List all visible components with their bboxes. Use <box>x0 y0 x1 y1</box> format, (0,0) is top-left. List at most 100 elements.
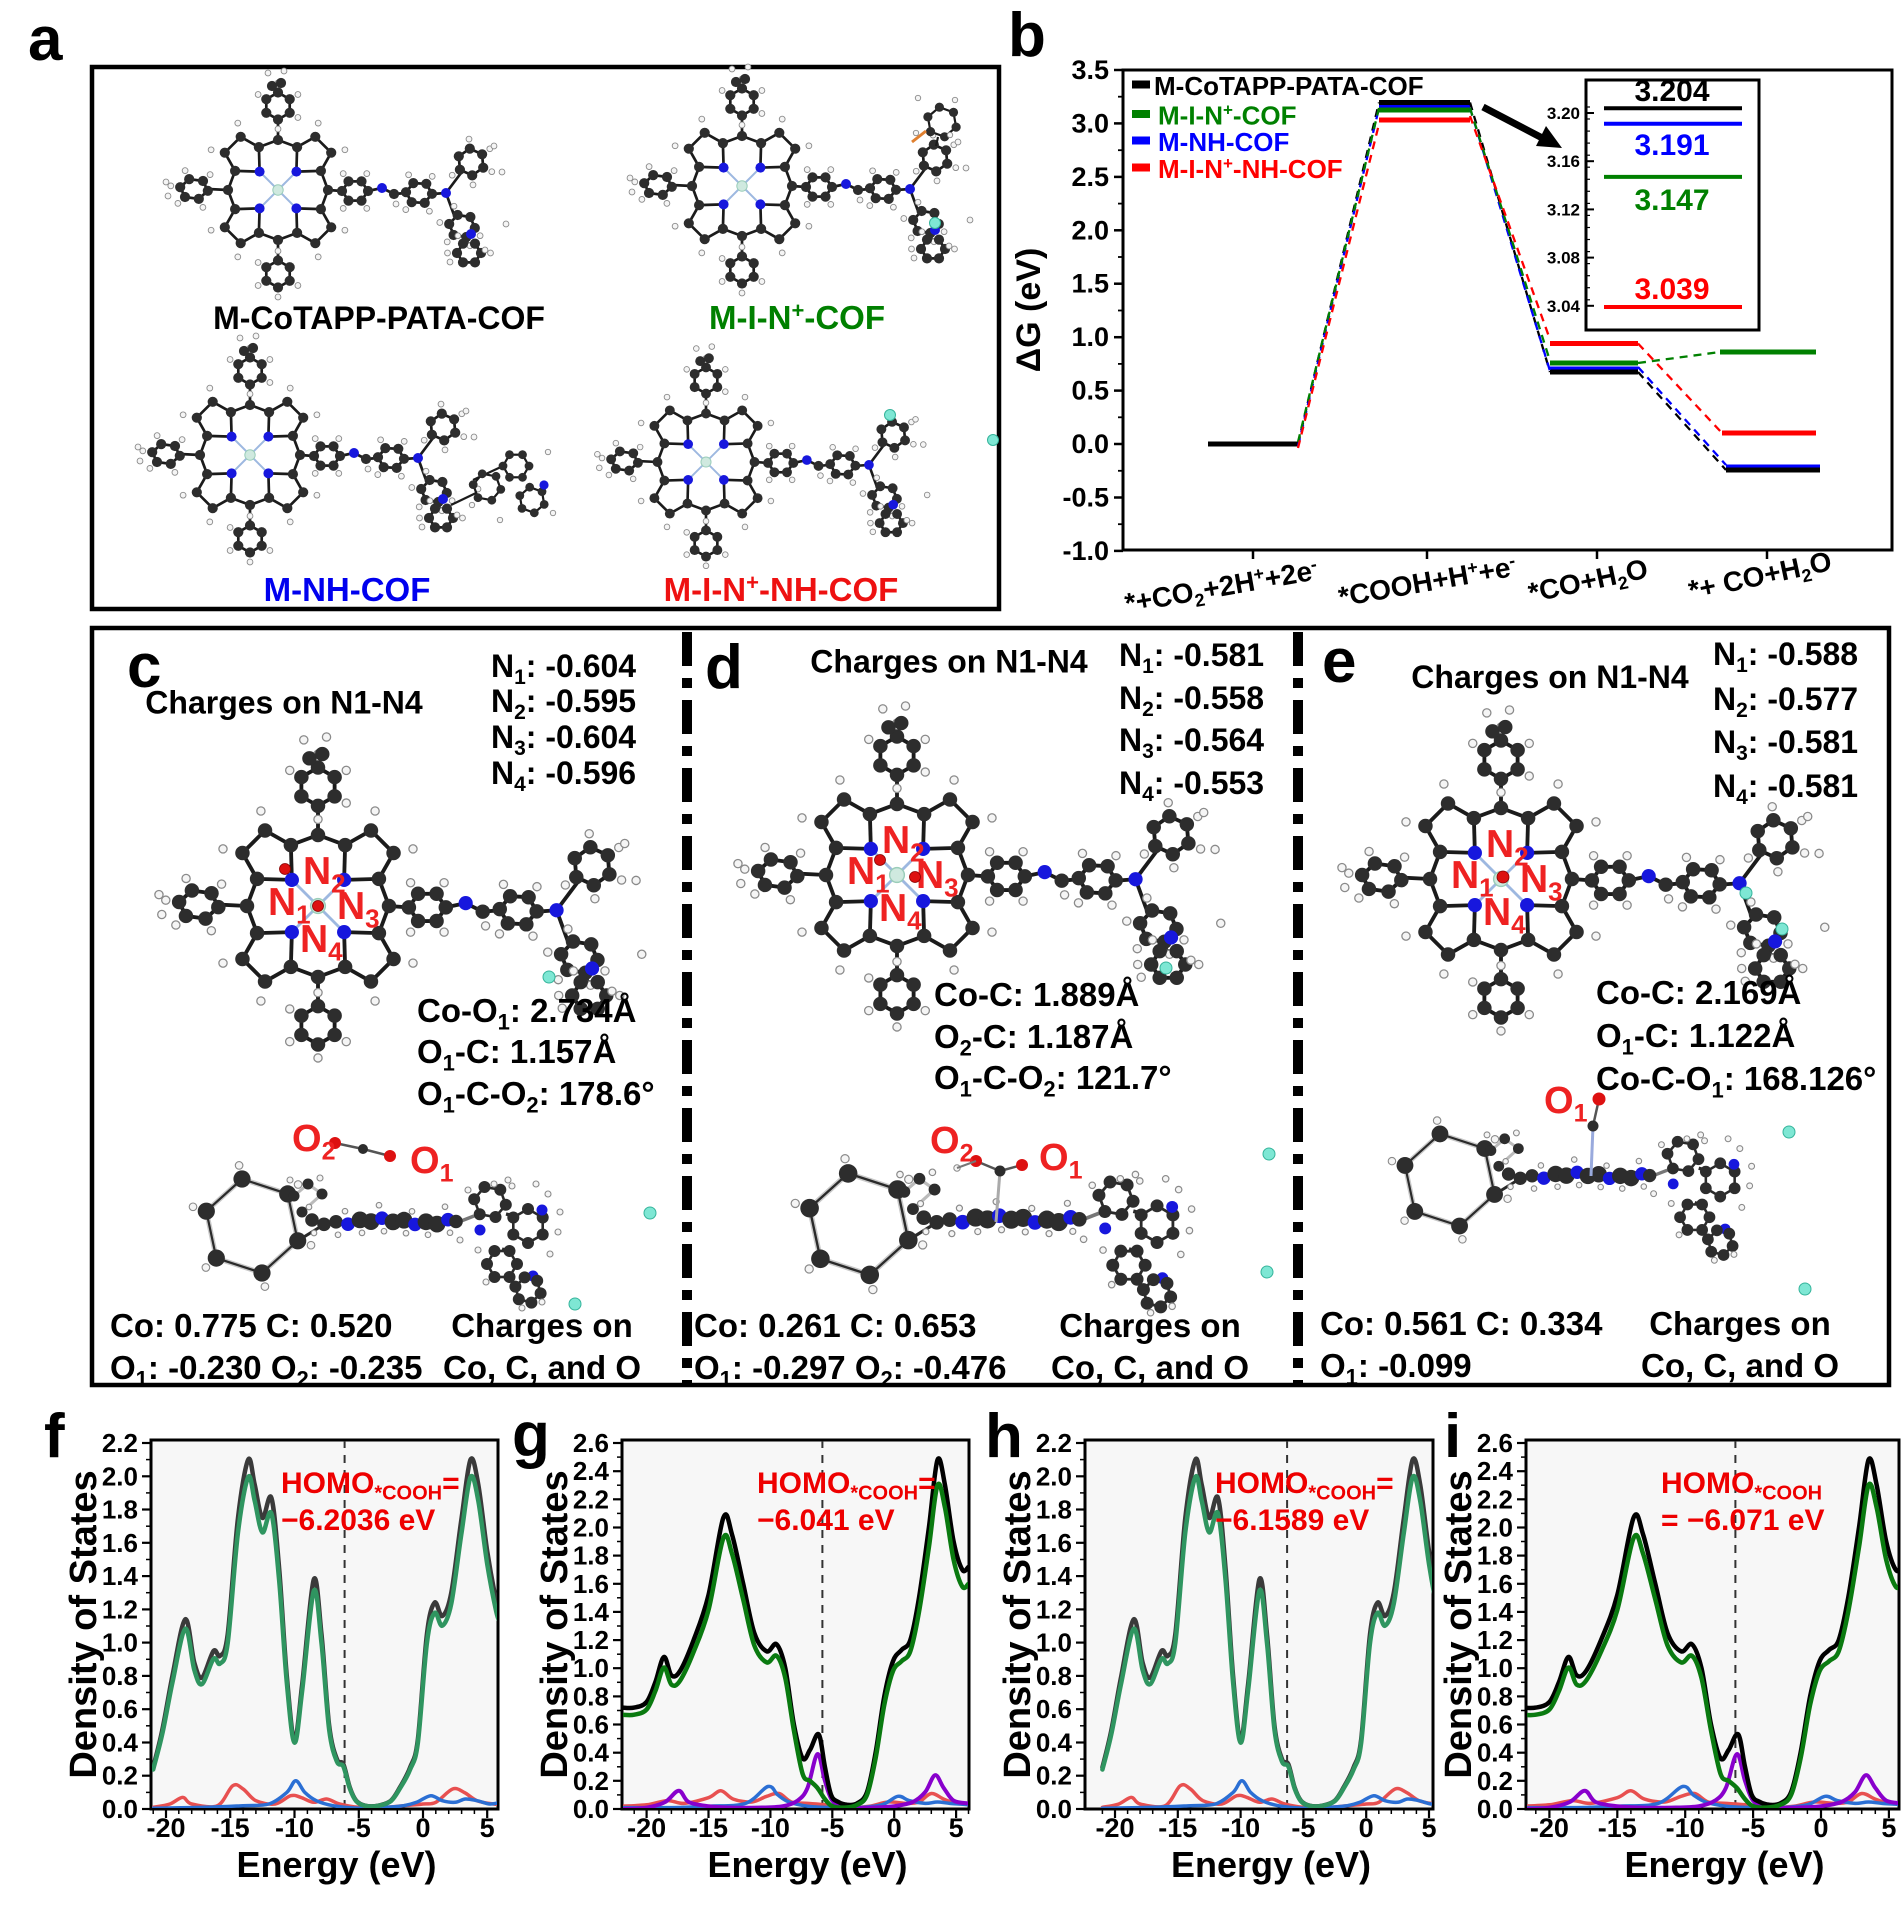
svg-text:1.2: 1.2 <box>102 1594 138 1624</box>
svg-text:2.0: 2.0 <box>1477 1513 1513 1543</box>
svg-text:3.191: 3.191 <box>1634 129 1709 162</box>
svg-text:O1-C-O2: 178.6°: O1-C-O2: 178.6° <box>417 1075 655 1117</box>
svg-text:0.4: 0.4 <box>102 1728 139 1758</box>
svg-text:1.4: 1.4 <box>1036 1561 1073 1591</box>
svg-text:0.6: 0.6 <box>1477 1710 1513 1740</box>
svg-text:N3: -0.604: N3: -0.604 <box>491 719 636 760</box>
svg-text:0.8: 0.8 <box>1036 1661 1072 1691</box>
svg-text:1.6: 1.6 <box>573 1569 609 1599</box>
svg-text:N2: N2 <box>1486 823 1529 872</box>
svg-text:3.0: 3.0 <box>1071 108 1109 138</box>
svg-text:HOMO*COOH=: HOMO*COOH= <box>757 1467 936 1505</box>
svg-text:N3: N3 <box>337 885 380 934</box>
svg-text:N1: -0.604: N1: -0.604 <box>491 648 636 689</box>
svg-text:N1: -0.581: N1: -0.581 <box>1119 637 1264 678</box>
svg-text:0: 0 <box>887 1813 902 1843</box>
svg-text:−6.2036 eV: −6.2036 eV <box>281 1504 435 1537</box>
svg-text:N3: N3 <box>1520 858 1563 907</box>
svg-text:1.2: 1.2 <box>1477 1625 1513 1655</box>
svg-text:N4: N4 <box>300 918 343 967</box>
svg-text:-5: -5 <box>347 1813 371 1843</box>
svg-text:2.0: 2.0 <box>1071 215 1109 245</box>
svg-text:Co, C, and O: Co, C, and O <box>443 1349 641 1386</box>
svg-text:N1: N1 <box>847 850 890 899</box>
svg-text:f: f <box>44 1402 65 1471</box>
svg-text:1.5: 1.5 <box>1071 269 1109 299</box>
svg-text:-5: -5 <box>1291 1813 1315 1843</box>
svg-text:1.8: 1.8 <box>102 1495 138 1525</box>
svg-text:d: d <box>705 633 743 702</box>
svg-text:N4: N4 <box>879 887 922 936</box>
svg-text:0.0: 0.0 <box>102 1794 138 1824</box>
svg-text:0: 0 <box>415 1813 430 1843</box>
svg-text:1.4: 1.4 <box>573 1597 610 1627</box>
svg-text:h: h <box>985 1402 1023 1471</box>
svg-text:O1-C: 1.122Å: O1-C: 1.122Å <box>1596 1017 1795 1059</box>
svg-text:Energy (eV): Energy (eV) <box>1171 1844 1371 1885</box>
svg-text:-15: -15 <box>1158 1813 1197 1843</box>
svg-text:0.6: 0.6 <box>573 1710 609 1740</box>
svg-text:O2: O2 <box>292 1118 335 1165</box>
svg-text:2.6: 2.6 <box>1477 1428 1513 1458</box>
svg-text:HOMO*COOH=: HOMO*COOH= <box>1215 1467 1394 1505</box>
svg-text:N3: -0.564: N3: -0.564 <box>1119 722 1264 763</box>
svg-text:Charges on: Charges on <box>451 1307 633 1344</box>
svg-text:0.2: 0.2 <box>1036 1761 1072 1791</box>
svg-text:1.4: 1.4 <box>1477 1597 1514 1627</box>
svg-text:Charges on: Charges on <box>1649 1305 1831 1342</box>
svg-text:3.04: 3.04 <box>1547 297 1581 316</box>
svg-text:2.4: 2.4 <box>1477 1456 1514 1486</box>
svg-text:1.8: 1.8 <box>1477 1541 1513 1571</box>
svg-text:M-NH-COF: M-NH-COF <box>1158 127 1289 157</box>
svg-text:5: 5 <box>1881 1813 1896 1843</box>
svg-text:5: 5 <box>480 1813 495 1843</box>
svg-text:e: e <box>1322 627 1356 696</box>
svg-text:-20: -20 <box>627 1813 666 1843</box>
svg-text:1.2: 1.2 <box>1036 1594 1072 1624</box>
svg-text:M-I-N+-COF: M-I-N+-COF <box>1158 101 1296 131</box>
svg-text:0.0: 0.0 <box>573 1794 609 1824</box>
svg-text:-0.5: -0.5 <box>1062 483 1109 513</box>
svg-text:Energy (eV): Energy (eV) <box>236 1844 436 1885</box>
svg-text:N2: N2 <box>303 850 346 899</box>
svg-text:-10: -10 <box>1666 1813 1705 1843</box>
svg-text:1.0: 1.0 <box>1071 322 1109 352</box>
svg-text:N2: -0.577: N2: -0.577 <box>1713 681 1858 722</box>
svg-text:HOMO*COOH=: HOMO*COOH= <box>281 1467 460 1505</box>
svg-text:0.2: 0.2 <box>102 1761 138 1791</box>
svg-text:a: a <box>28 5 63 74</box>
svg-text:1.0: 1.0 <box>573 1653 609 1683</box>
svg-text:0: 0 <box>1813 1813 1828 1843</box>
svg-text:5: 5 <box>1421 1813 1436 1843</box>
svg-text:Co-C: 2.169Å: Co-C: 2.169Å <box>1596 974 1801 1011</box>
svg-text:O1: O1 <box>1544 1080 1588 1127</box>
svg-text:5: 5 <box>949 1813 964 1843</box>
svg-text:1.6: 1.6 <box>1477 1569 1513 1599</box>
svg-text:i: i <box>1444 1402 1461 1471</box>
svg-text:2.2: 2.2 <box>573 1484 609 1514</box>
svg-text:-1.0: -1.0 <box>1062 536 1109 566</box>
svg-text:N2: N2 <box>882 819 925 868</box>
svg-text:3.16: 3.16 <box>1547 152 1580 171</box>
svg-text:M-I-N+-NH-COF: M-I-N+-NH-COF <box>664 570 899 608</box>
svg-text:−6.1589 eV: −6.1589 eV <box>1215 1504 1369 1537</box>
svg-text:0.0: 0.0 <box>1036 1794 1072 1824</box>
svg-text:0.4: 0.4 <box>573 1738 610 1768</box>
svg-text:-5: -5 <box>820 1813 844 1843</box>
svg-text:M-CoTAPP-PATA-COF: M-CoTAPP-PATA-COF <box>1154 71 1424 101</box>
svg-text:3.20: 3.20 <box>1547 104 1580 123</box>
svg-text:Co-C-O1: 168.126°: Co-C-O1: 168.126° <box>1596 1060 1876 1102</box>
svg-text:3.039: 3.039 <box>1634 273 1709 306</box>
svg-text:Co, C, and O: Co, C, and O <box>1641 1347 1839 1384</box>
svg-text:Charges on N1-N4: Charges on N1-N4 <box>1411 659 1689 695</box>
svg-text:0.4: 0.4 <box>1477 1738 1514 1768</box>
svg-text:g: g <box>512 1401 550 1470</box>
svg-text:N1: N1 <box>1451 854 1494 903</box>
svg-text:O2-C: 1.187Å: O2-C: 1.187Å <box>934 1018 1133 1060</box>
svg-text:1.0: 1.0 <box>102 1628 138 1658</box>
svg-text:-15: -15 <box>1598 1813 1637 1843</box>
svg-text:Co: 0.261 C: 0.653: Co: 0.261 C: 0.653 <box>694 1307 976 1344</box>
svg-text:O1: O1 <box>410 1140 454 1187</box>
svg-text:2.2: 2.2 <box>1477 1484 1513 1514</box>
svg-text:N4: -0.581: N4: -0.581 <box>1713 768 1858 809</box>
